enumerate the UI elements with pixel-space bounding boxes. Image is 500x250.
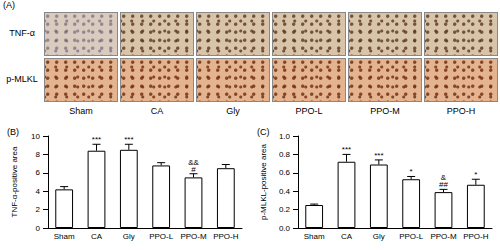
html-text:PPO-H: PPO-H: [446, 106, 476, 116]
svg-text:10: 10: [31, 132, 40, 141]
html-text:(A): (A): [3, 0, 15, 10]
html-text:PPO-M: PPO-M: [370, 106, 400, 116]
svg-text:***: ***: [342, 145, 351, 154]
svg-text:PPO-H: PPO-H: [463, 232, 489, 241]
svg-text:8: 8: [36, 150, 41, 159]
svg-text:##: ##: [439, 180, 448, 189]
svg-text:PPO-H: PPO-H: [213, 232, 239, 241]
svg-text:0.6: 0.6: [279, 168, 291, 177]
html-text:p-MLKL: p-MLKL: [6, 74, 38, 84]
html-text:CA: CA: [150, 106, 164, 116]
svg-text:6: 6: [36, 168, 41, 177]
svg-text:***: ***: [92, 135, 101, 144]
svg-text:CA: CA: [341, 232, 353, 241]
svg-text:0.4: 0.4: [279, 187, 291, 196]
svg-text:TNF-α-positive area: TNF-α-positive area: [10, 146, 19, 217]
svg-text:0: 0: [36, 224, 41, 233]
svg-text:0.2: 0.2: [279, 205, 291, 214]
svg-text:PPO-L: PPO-L: [149, 232, 174, 241]
svg-text:***: ***: [124, 135, 133, 144]
svg-text:CA: CA: [91, 232, 103, 241]
svg-text:PPO-M: PPO-M: [430, 232, 457, 241]
svg-text:Sham: Sham: [54, 232, 75, 241]
svg-text:PPO-M: PPO-M: [180, 232, 207, 241]
html-text:TNF-α: TNF-α: [9, 28, 35, 38]
svg-text:Gly: Gly: [373, 232, 385, 241]
svg-text:*: *: [410, 167, 413, 176]
svg-text:1.0: 1.0: [279, 132, 291, 141]
svg-text:2: 2: [36, 205, 41, 214]
svg-text:0.8: 0.8: [279, 150, 291, 159]
svg-text:Sham: Sham: [304, 232, 325, 241]
svg-text:***: ***: [374, 151, 383, 160]
svg-text:0.0: 0.0: [279, 224, 291, 233]
svg-text:(B): (B): [7, 127, 19, 137]
svg-text:(C): (C): [257, 127, 270, 137]
svg-text:4: 4: [36, 187, 41, 196]
html-text:PPO-L: PPO-L: [295, 106, 323, 116]
html-text:Sham: Sham: [69, 106, 93, 116]
svg-text:p-MLKL-positive area: p-MLKL-positive area: [259, 143, 268, 220]
svg-text:Gly: Gly: [123, 232, 135, 241]
svg-text:#: #: [191, 165, 196, 174]
html-text:Gly: Gly: [226, 106, 240, 116]
svg-text:PPO-L: PPO-L: [399, 232, 424, 241]
svg-text:*: *: [474, 170, 477, 179]
